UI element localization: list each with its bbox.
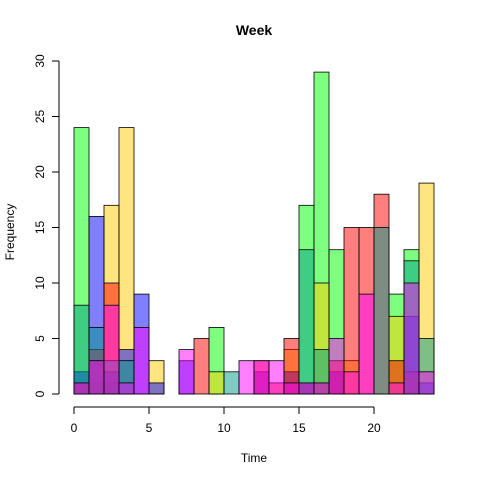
- y-tick-label: 20: [33, 165, 47, 179]
- histogram-bar: [418, 371, 435, 395]
- histogram-bar: [208, 371, 225, 395]
- histogram-bar: [388, 382, 405, 395]
- histogram-bar: [73, 382, 90, 395]
- y-axis: 0 5 10 15 20 25 30: [33, 54, 60, 397]
- histogram-bar: [103, 304, 120, 395]
- y-tick-label: 25: [33, 110, 47, 124]
- x-tick-label: 5: [146, 421, 153, 435]
- x-tick-label: 10: [217, 421, 231, 435]
- x-tick-label: 0: [71, 421, 78, 435]
- histogram-bar: [298, 249, 315, 395]
- histogram-bar: [223, 371, 240, 395]
- histogram-bar: [328, 338, 345, 395]
- chart-title: Week: [236, 22, 273, 38]
- histogram-bar: [178, 349, 195, 395]
- x-tick-label: 20: [367, 421, 381, 435]
- histogram-bar: [373, 227, 390, 395]
- histogram-bar: [343, 227, 360, 395]
- y-tick-label: 30: [33, 54, 47, 68]
- y-tick-label: 10: [33, 276, 47, 290]
- histogram-bar: [133, 326, 150, 395]
- histogram-bar: [73, 304, 90, 395]
- x-tick-label: 15: [292, 421, 306, 435]
- histogram-bar: [238, 360, 255, 395]
- histogram-bar: [313, 382, 330, 395]
- histogram-bar: [118, 382, 135, 395]
- x-axis-label: Time: [241, 451, 268, 465]
- bars-layer: [73, 71, 435, 395]
- histogram-bar: [343, 371, 360, 395]
- histogram-bar: [253, 360, 270, 395]
- histogram-bar: [403, 282, 420, 395]
- histogram-bar: [283, 382, 300, 395]
- histogram-bar: [148, 382, 165, 395]
- y-tick-label: 15: [33, 221, 47, 235]
- x-axis: 0 5 10 15 20: [71, 406, 381, 435]
- histogram-bar: [298, 382, 315, 395]
- histogram-bar: [193, 338, 210, 395]
- histogram-bar: [358, 293, 375, 395]
- histogram-bar: [88, 360, 105, 395]
- y-tick-label: 5: [33, 335, 47, 342]
- y-tick-label: 0: [33, 390, 47, 397]
- y-axis-label: Frequency: [3, 204, 17, 261]
- histogram-bar: [268, 360, 285, 395]
